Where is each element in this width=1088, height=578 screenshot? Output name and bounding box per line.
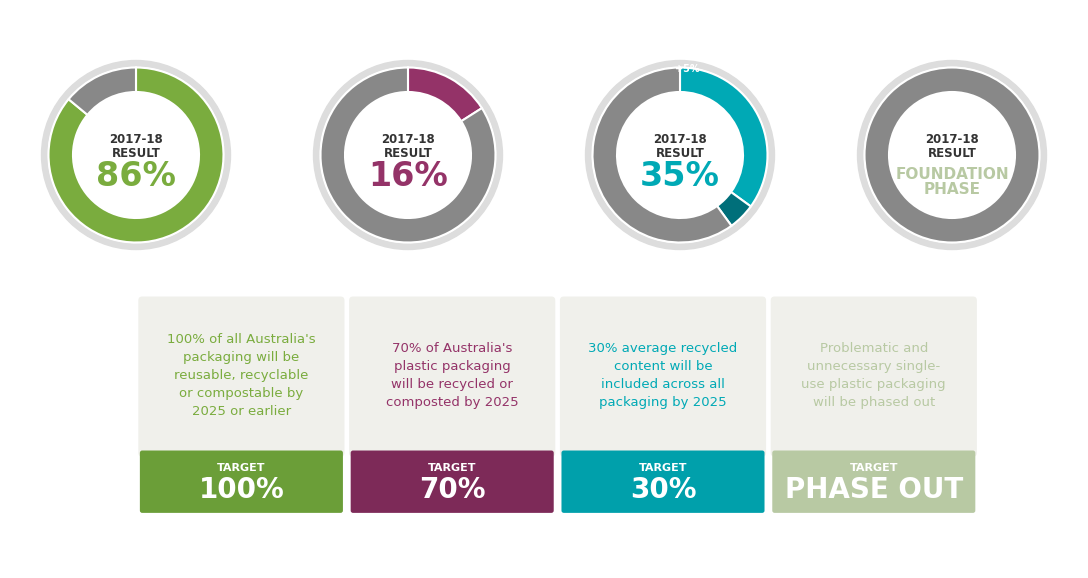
Wedge shape (865, 68, 1039, 243)
Text: 2017-18: 2017-18 (925, 133, 979, 146)
FancyBboxPatch shape (772, 450, 975, 513)
Wedge shape (717, 192, 751, 226)
FancyBboxPatch shape (350, 450, 554, 513)
Text: TARGET: TARGET (428, 463, 477, 473)
Text: RESULT: RESULT (928, 147, 976, 160)
Text: 86%: 86% (96, 160, 176, 194)
Wedge shape (408, 68, 482, 121)
FancyBboxPatch shape (770, 297, 977, 457)
FancyBboxPatch shape (560, 297, 766, 457)
Text: RESULT: RESULT (656, 147, 704, 160)
Text: Problematic and
unnecessary single-
use plastic packaging
will be phased out: Problematic and unnecessary single- use … (802, 342, 947, 409)
Text: FOUNDATION: FOUNDATION (895, 166, 1009, 181)
FancyBboxPatch shape (349, 297, 555, 457)
Text: 70%: 70% (419, 476, 485, 504)
Wedge shape (69, 68, 136, 115)
Text: 70% of Australia's
plastic packaging
will be recycled or
composted by 2025: 70% of Australia's plastic packaging wil… (386, 342, 519, 409)
Text: PHASE OUT: PHASE OUT (784, 476, 963, 504)
Circle shape (857, 61, 1047, 250)
Wedge shape (49, 68, 223, 243)
Text: RESULT: RESULT (112, 147, 160, 160)
Circle shape (585, 61, 775, 250)
Text: 2017-18: 2017-18 (381, 133, 435, 146)
Circle shape (313, 61, 503, 250)
Text: 100%: 100% (198, 476, 284, 504)
Text: +5%: +5% (675, 64, 700, 74)
Text: 2017-18: 2017-18 (109, 133, 163, 146)
FancyBboxPatch shape (561, 450, 765, 513)
Text: 35%: 35% (640, 160, 720, 194)
FancyBboxPatch shape (138, 297, 345, 457)
Wedge shape (680, 68, 767, 206)
Text: TARGET: TARGET (850, 463, 898, 473)
Text: TARGET: TARGET (218, 463, 265, 473)
Text: 2017-18: 2017-18 (653, 133, 707, 146)
Wedge shape (593, 68, 731, 243)
Circle shape (321, 68, 495, 243)
Circle shape (41, 61, 231, 250)
Text: RESULT: RESULT (384, 147, 432, 160)
Text: 100% of all Australia's
packaging will be
reusable, recyclable
or compostable by: 100% of all Australia's packaging will b… (168, 334, 316, 418)
Wedge shape (321, 68, 495, 243)
Text: 30%: 30% (630, 476, 696, 504)
Circle shape (865, 68, 1039, 243)
Text: 16%: 16% (368, 160, 448, 194)
FancyBboxPatch shape (140, 450, 343, 513)
Text: 30% average recycled
content will be
included across all
packaging by 2025: 30% average recycled content will be inc… (589, 342, 738, 409)
Text: TARGET: TARGET (639, 463, 688, 473)
Text: PHASE: PHASE (924, 183, 980, 198)
Circle shape (593, 68, 767, 243)
Circle shape (49, 68, 223, 243)
